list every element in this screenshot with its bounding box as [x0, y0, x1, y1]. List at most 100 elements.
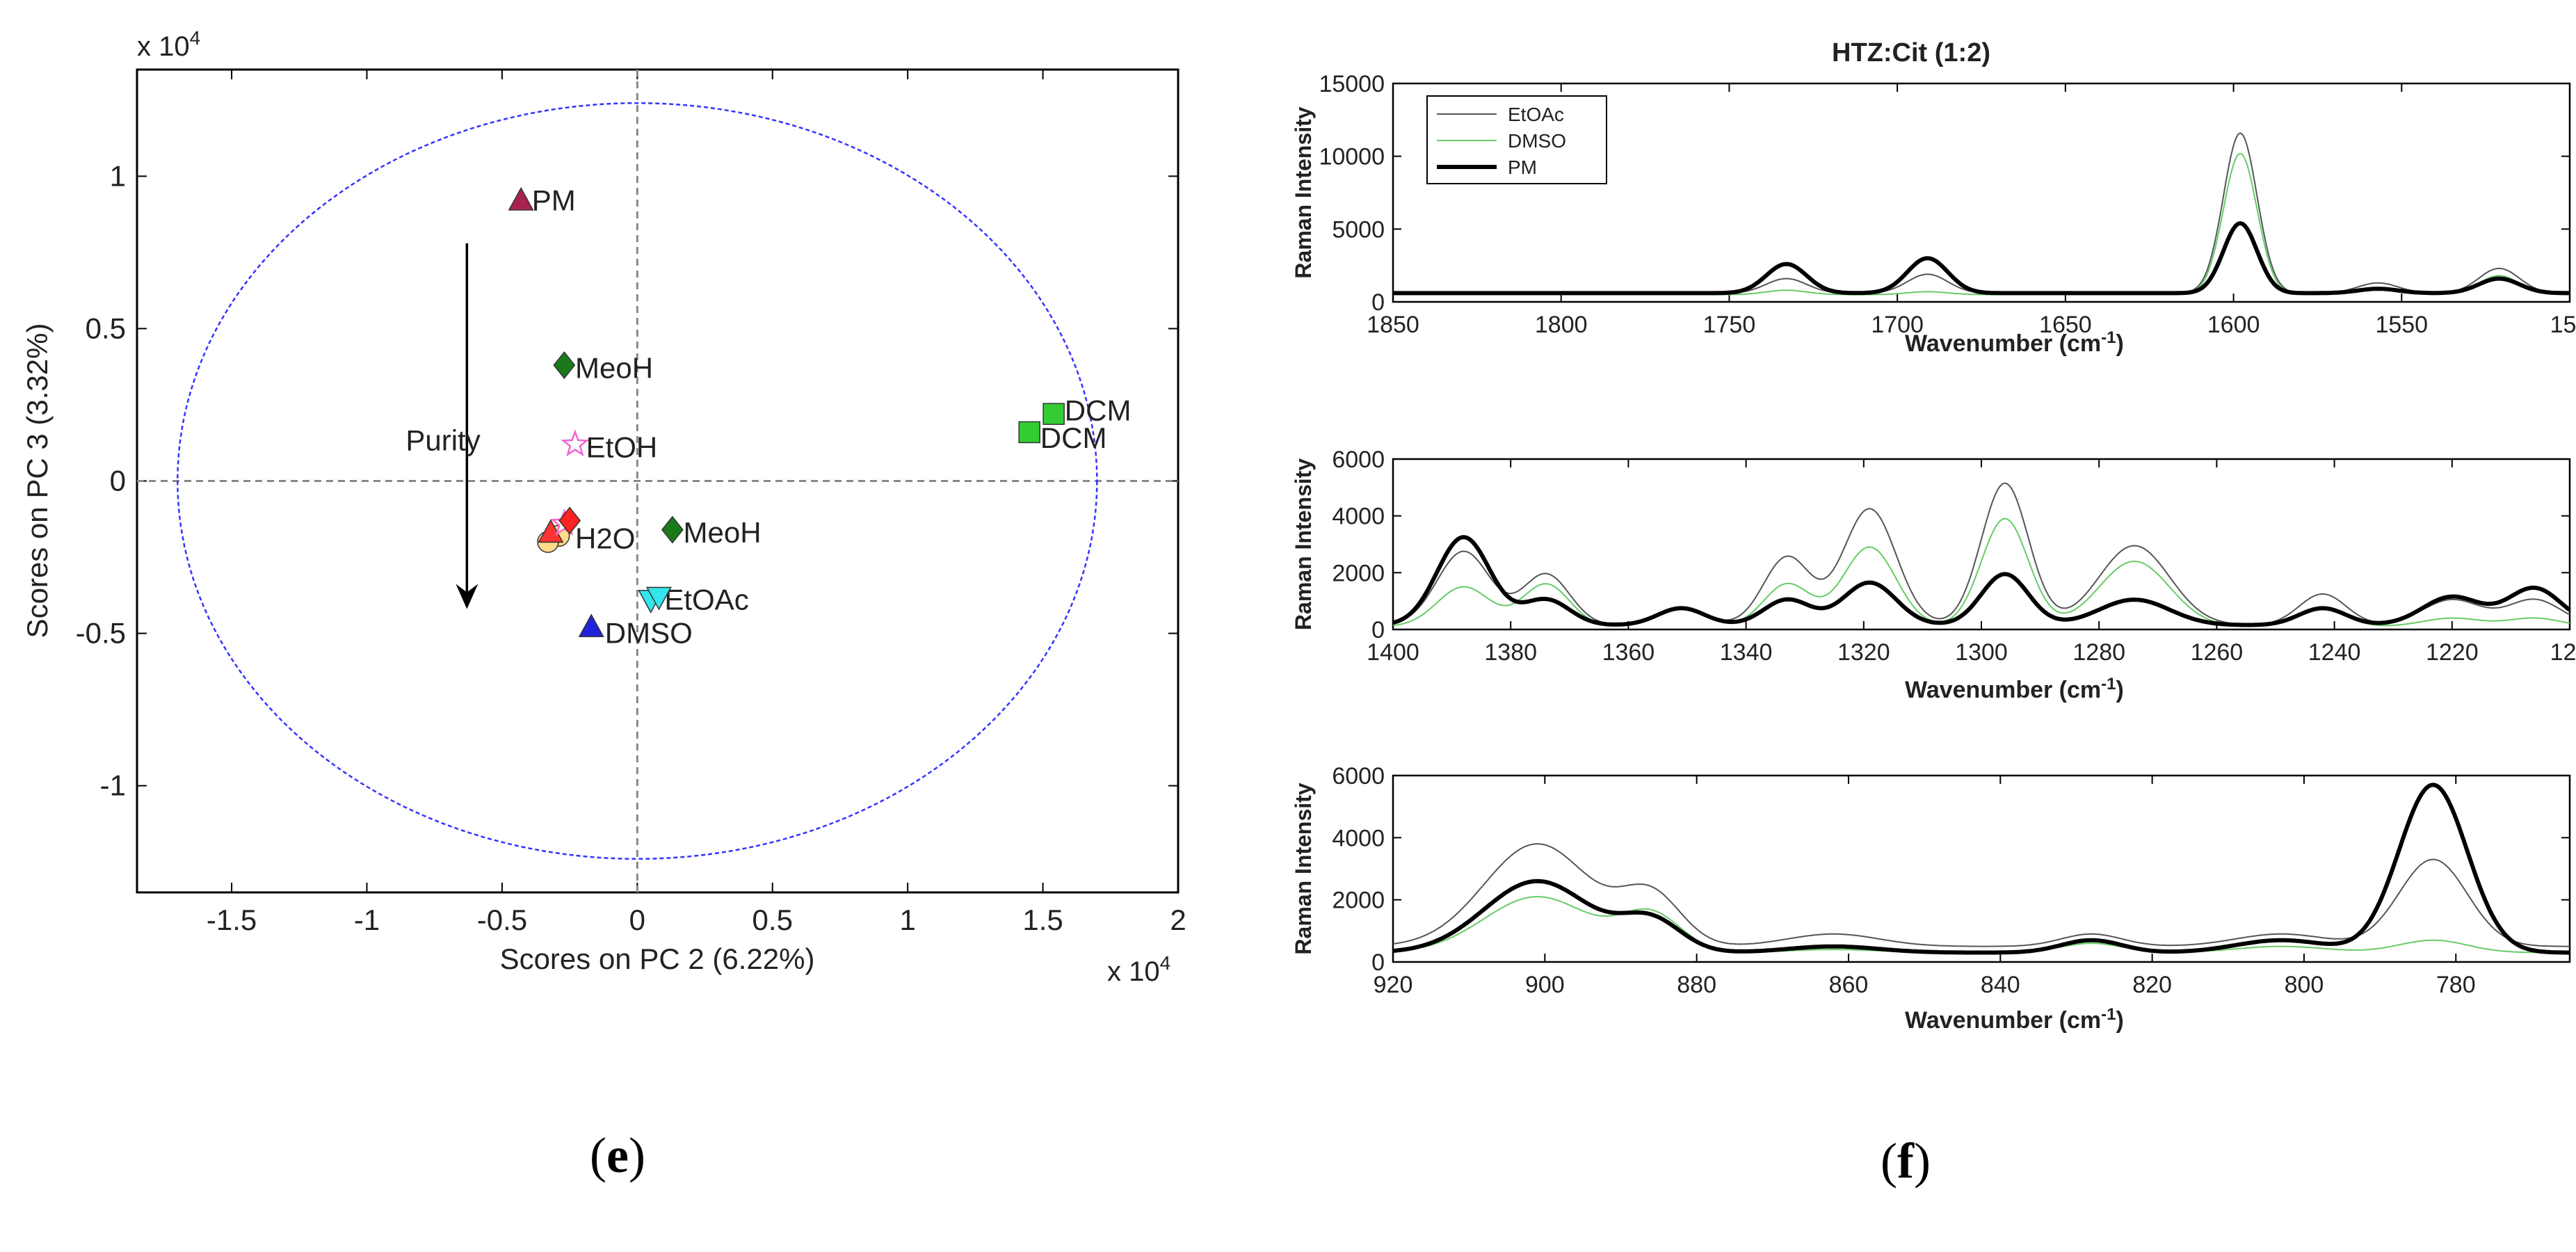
raman-x-axis-label: Wavenumber (cm-1)	[1905, 1005, 2124, 1034]
pca-x-tick-label: 0	[629, 904, 645, 936]
pca-x-tick-label: -1.5	[207, 904, 257, 936]
raman-x-axis-label-close: )	[2116, 1007, 2124, 1034]
raman-x-axis-label: Wavenumber (cm-1)	[1905, 328, 2124, 357]
raman-y-axis-label: Raman Intensity	[1291, 782, 1316, 954]
panel-label-f: (f)	[1881, 1132, 1931, 1190]
raman-x-tick-label: 1220	[2426, 639, 2479, 666]
raman-y-tick-label: 0	[1371, 949, 1385, 976]
raman-x-tick-label: 1360	[1602, 639, 1655, 666]
raman-y-axis-label: Raman Intensity	[1291, 106, 1316, 278]
raman-subplot-1400-1200: 1400 1380 1360 1340 1320 1300 1280 1260 1240 1220…	[1291, 447, 2576, 703]
pca-point-label: EtOAc	[664, 583, 748, 616]
raman-x-tick-label: 120	[2550, 639, 2576, 666]
raman-y-tick-label: 6000	[1332, 763, 1385, 789]
raman-x-tick-label: 1400	[1367, 639, 1419, 666]
raman-x-tick-label: 920	[1374, 972, 1413, 998]
pca-confidence-ellipse	[177, 102, 1098, 860]
raman-y-tick-label: 15000	[1319, 71, 1385, 97]
pca-y-tick-label: 0.5	[86, 312, 126, 344]
raman-x-tick-label: 1300	[1955, 639, 2008, 666]
raman-y-tick-label: 2000	[1332, 560, 1385, 586]
raman-x-axis-label-sup: -1	[2101, 675, 2116, 693]
pca-point-triangle-up-marker	[578, 613, 604, 638]
pca-y-tick-label: 1	[110, 159, 126, 192]
raman-line-pm	[1393, 221, 2570, 296]
panel-label-f-open: (	[1881, 1133, 1897, 1189]
raman-x-tick-label: 1800	[1535, 312, 1588, 338]
pca-point-diamond-marker	[661, 515, 684, 544]
raman-x-tick-label: 800	[2285, 972, 2324, 998]
raman-x-tick-label: 1280	[2072, 639, 2125, 666]
raman-x-tick-label: 1260	[2191, 639, 2244, 666]
pca-point-triangle-up-marker	[508, 186, 534, 211]
pca-y-multiplier-base: x 10	[137, 31, 190, 62]
pca-x-multiplier-base: x 10	[1107, 956, 1160, 987]
raman-x-tick-label: 1600	[2207, 312, 2260, 338]
panel-label-f-letter: f	[1897, 1133, 1914, 1189]
pca-y-tick-label: 0	[110, 465, 126, 497]
pca-point-label: PM	[532, 184, 576, 216]
pca-point-diamond-marker	[558, 506, 581, 535]
pca-point-square-marker	[1043, 403, 1065, 425]
pca-zero-lines	[137, 70, 1178, 892]
raman-y-tick-label: 2000	[1332, 888, 1385, 914]
raman-title: HTZ:Cit (1:2)	[1832, 38, 1990, 67]
pca-point-label: DCM	[1065, 394, 1132, 427]
pca-point-star-marker	[561, 429, 590, 457]
pca-point-square-marker	[1018, 421, 1040, 444]
pca-x-axis-label: Scores on PC 2 (6.22%)	[500, 942, 815, 975]
panel-label-e: (e)	[590, 1127, 645, 1185]
panel-label-e-letter: e	[606, 1127, 629, 1183]
pca-y-multiplier-exp: 4	[190, 27, 201, 49]
pca-x-tick-label: 1	[899, 904, 915, 936]
raman-x-tick-label: 1550	[2375, 312, 2428, 338]
panel-label-e-close: )	[628, 1127, 645, 1183]
pca-point-label: DMSO	[605, 617, 693, 650]
raman-x-tick-label: 820	[2132, 972, 2172, 998]
raman-y-tick-label: 5000	[1332, 216, 1385, 243]
raman-x-tick-label: 1380	[1484, 639, 1537, 666]
raman-x-tick-label: 1850	[1367, 312, 1419, 338]
purity-arrow: Purity	[405, 243, 481, 609]
pca-point-label: H2O	[575, 522, 635, 555]
raman-legend-label: EtOAc	[1508, 104, 1564, 125]
raman-y-tick-label: 4000	[1332, 825, 1385, 851]
panel-label-f-close: )	[1913, 1133, 1931, 1189]
raman-subplot-920-765: 920 900 880 860 840 820 800 780 0 2000 4000 6000 Wav…	[1291, 763, 2571, 1034]
raman-x-tick-label: 880	[1677, 972, 1716, 998]
raman-subplot-frame	[1392, 458, 2571, 631]
raman-y-axis-label: Raman Intensity	[1291, 458, 1316, 630]
raman-line-pm	[1392, 535, 2571, 627]
raman-subplot-1850-1500: 1850180017501700165016001550150050001000…	[1291, 71, 2576, 357]
pca-ellipse-outline	[177, 102, 1098, 860]
pca-x-tick-label: 0.5	[752, 904, 793, 936]
raman-x-tick-label: 860	[1829, 972, 1869, 998]
raman-x-tick-label: 1320	[1837, 639, 1890, 666]
raman-x-axis-label-close: )	[2116, 677, 2124, 703]
raman-y-tick-label: 0	[1371, 617, 1385, 643]
pca-y-tick-label: -1	[100, 769, 126, 802]
raman-y-tick-label: 6000	[1332, 447, 1385, 473]
purity-annotation-label: Purity	[405, 424, 480, 457]
raman-y-tick-label: 10000	[1319, 144, 1385, 170]
pca-point-triangle-down-marker	[645, 586, 672, 611]
pca-point-label: MeoH	[684, 516, 762, 549]
pca-x-tick-label: -0.5	[477, 904, 527, 936]
raman-x-tick-label: 1240	[2308, 639, 2361, 666]
pca-point-label: MeoH	[575, 351, 653, 384]
raman-x-tick-label: 1750	[1703, 312, 1756, 338]
raman-x-axis-label-close: )	[2116, 330, 2124, 357]
raman-x-axis-label-sup: -1	[2101, 328, 2116, 347]
raman-x-tick-label: 900	[1525, 972, 1565, 998]
panel-label-e-open: (	[590, 1127, 606, 1183]
pca-x-tick-label: 2	[1170, 904, 1186, 936]
raman-line-pm	[1392, 782, 2570, 955]
pca-x-tick-label: 1.5	[1022, 904, 1063, 936]
raman-x-axis-label-main: Wavenumber (cm	[1905, 677, 2101, 703]
pca-x-multiplier: x 104	[1107, 952, 1170, 987]
purity-arrow-head	[456, 584, 478, 609]
raman-x-tick-label: 1700	[1871, 312, 1924, 338]
raman-y-tick-label: 4000	[1332, 504, 1385, 530]
